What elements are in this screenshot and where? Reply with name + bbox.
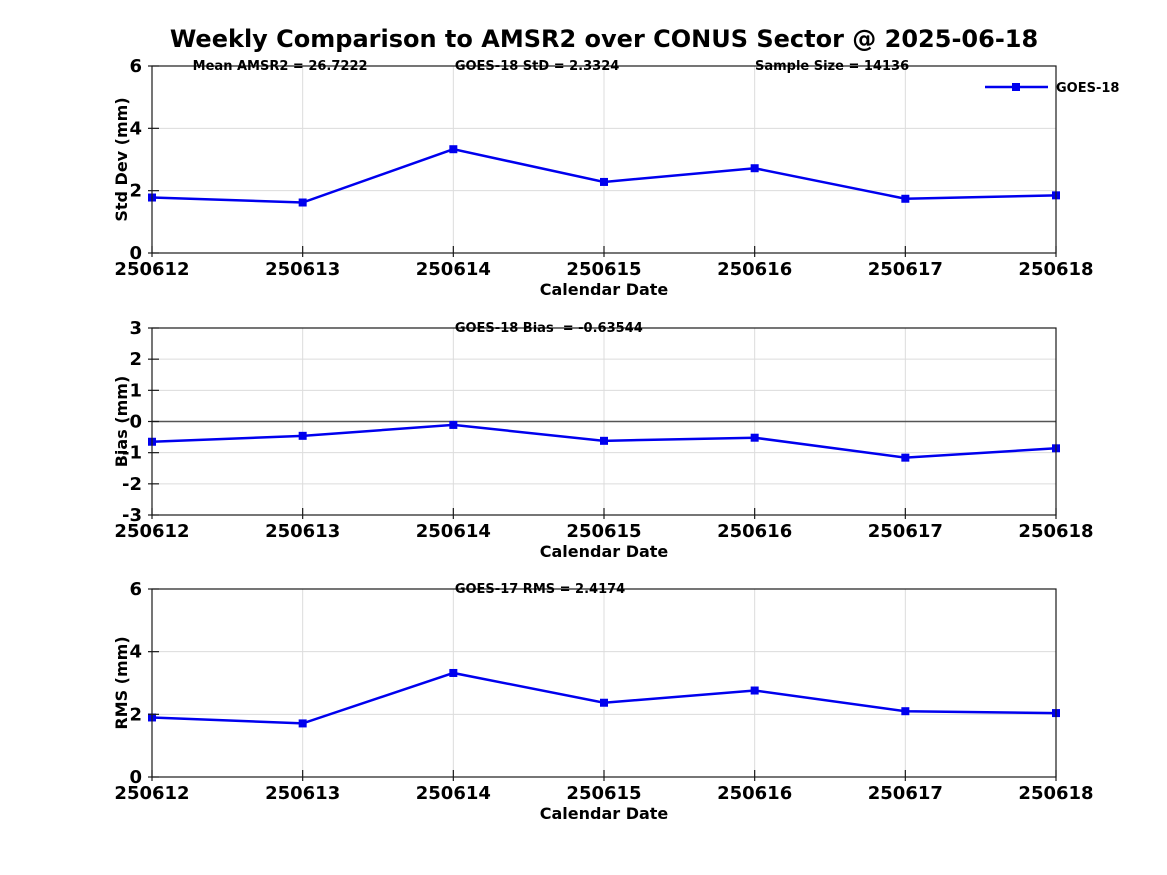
panel-rms-y-tick-label: 6 <box>129 579 142 600</box>
panel-std-dev-series-marker <box>449 145 458 154</box>
panel-rms-x-axis-label: Calendar Date <box>540 804 669 823</box>
panel-bias-x-axis-label: Calendar Date <box>540 542 669 561</box>
panel-std-dev-series-marker <box>600 177 608 186</box>
panel-rms-x-tick-label: 250618 <box>1018 783 1093 804</box>
panel-rms-annotation: GOES-17 RMS = 2.4174 <box>455 582 625 597</box>
panel-rms-x-tick-label: 250616 <box>717 783 792 804</box>
panel-rms-x-tick-label: 250617 <box>868 783 943 804</box>
panel-std-dev-annotation: Sample Size = 14136 <box>755 59 909 74</box>
panel-rms-y-tick-label: 4 <box>129 642 142 663</box>
panel-std-dev-x-tick-label: 250614 <box>416 259 491 280</box>
panel-bias-y-tick-label: 3 <box>129 318 142 339</box>
panel-std-dev-annotation: Mean AMSR2 = 26.7222 <box>193 59 368 74</box>
panel-bias-series-marker <box>449 420 458 429</box>
panel-rms-series-marker <box>901 707 910 716</box>
panel-bias-x-tick-label: 250616 <box>717 521 792 542</box>
panel-bias-y-tick-label: -2 <box>122 474 142 495</box>
panel-std-dev-x-tick-label: 250613 <box>265 259 340 280</box>
panel-std-dev-x-tick-label: 250617 <box>868 259 943 280</box>
panel-rms-x-tick-label: 250615 <box>566 783 641 804</box>
panel-std-dev-series-marker <box>901 194 910 203</box>
panel-bias-x-tick-label: 250612 <box>114 521 189 542</box>
panel-std-dev-x-tick-label: 250615 <box>566 259 641 280</box>
panel-rms-x-tick-label: 250614 <box>416 783 491 804</box>
chart-title: Weekly Comparison to AMSR2 over CONUS Se… <box>169 25 1039 53</box>
panel-std-dev-y-tick-label: 4 <box>129 118 142 139</box>
panel-std-dev-x-axis-label: Calendar Date <box>540 280 669 299</box>
panel-std-dev-series-marker <box>750 164 759 173</box>
legend-label: GOES-18 <box>1056 81 1119 96</box>
panel-rms-series-marker <box>600 698 608 707</box>
panel-bias-series-marker <box>901 453 910 462</box>
panel-bias-series-marker <box>750 433 759 442</box>
panel-bias-x-tick-label: 250613 <box>265 521 340 542</box>
panel-rms-series-marker <box>449 668 458 677</box>
panel-std-dev-x-tick-label: 250616 <box>717 259 792 280</box>
panel-std-dev-series-marker <box>298 198 307 207</box>
panel-bias-y-tick-label: -1 <box>122 443 142 464</box>
panel-bias-x-tick-label: 250615 <box>566 521 641 542</box>
panel-rms-x-tick-label: 250612 <box>114 783 189 804</box>
panel-bias-y-tick-label: 1 <box>129 380 142 401</box>
panel-std-dev-x-tick-label: 250612 <box>114 259 189 280</box>
panel-rms-y-tick-label: 2 <box>129 704 142 725</box>
panel-std-dev-y-axis-label: Std Dev (mm) <box>112 97 131 221</box>
panel-rms-y-axis-label: RMS (mm) <box>112 636 131 729</box>
panel-std-dev-x-tick-label: 250618 <box>1018 259 1093 280</box>
panel-bias-y-axis-label: Bias (mm) <box>112 376 131 468</box>
panel-bias-y-tick-label: 0 <box>129 412 142 433</box>
panel-bias-x-tick-label: 250618 <box>1018 521 1093 542</box>
panel-bias-series-marker <box>298 431 307 440</box>
panel-rms-x-tick-label: 250613 <box>265 783 340 804</box>
panel-std-dev-y-tick-label: 2 <box>129 181 142 202</box>
legend-marker <box>1012 83 1020 91</box>
panel-std-dev-y-tick-label: 6 <box>129 56 142 77</box>
panel-bias-annotation: GOES-18 Bias = -0.63544 <box>455 321 643 336</box>
panel-rms-series-marker <box>750 686 759 695</box>
panel-bias-x-tick-label: 250614 <box>416 521 491 542</box>
panel-bias-y-tick-label: 2 <box>129 349 142 370</box>
panel-bias-x-tick-label: 250617 <box>868 521 943 542</box>
panel-bias-y-tick-label: -3 <box>122 505 142 526</box>
panel-rms-series-marker <box>298 719 307 728</box>
panel-bias-series-marker <box>600 436 608 445</box>
panel-std-dev-y-tick-label: 0 <box>129 243 142 264</box>
panel-rms-y-tick-label: 0 <box>129 767 142 788</box>
panel-std-dev-annotation: GOES-18 StD = 2.3324 <box>455 59 619 74</box>
